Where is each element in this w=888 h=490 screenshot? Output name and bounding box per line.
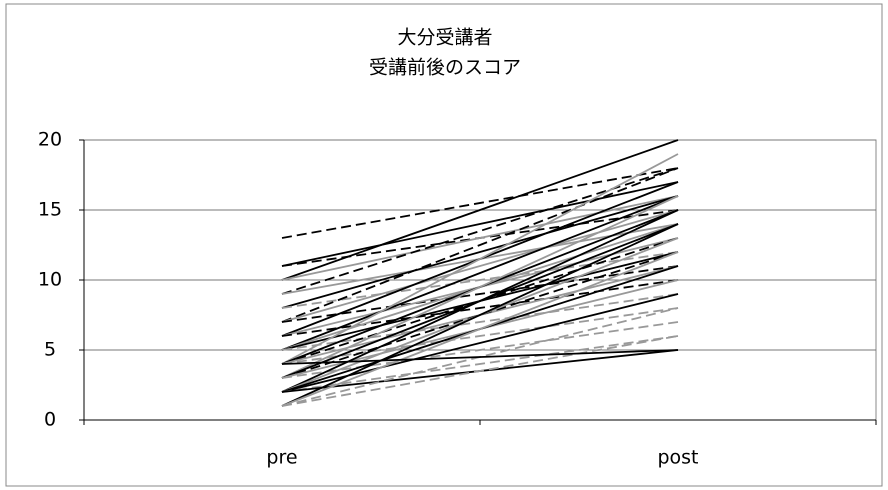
series-line — [281, 349, 679, 365]
series-line — [281, 335, 679, 393]
y-tick-label: 0 — [44, 409, 56, 431]
series-line — [281, 139, 679, 281]
series-line — [281, 335, 679, 407]
series-line — [281, 237, 679, 365]
series-line — [281, 307, 679, 365]
series-line — [281, 251, 679, 309]
chart-title: 受講前後のスコア — [369, 57, 521, 79]
series-line — [281, 251, 679, 379]
series-line — [281, 279, 679, 337]
y-tick-label: 5 — [44, 339, 56, 361]
x-tick-label: post — [657, 447, 698, 469]
series-line — [281, 153, 679, 365]
series-line — [281, 251, 679, 407]
series-line — [281, 195, 679, 351]
series-line — [281, 167, 679, 239]
series-line — [281, 265, 679, 323]
series-line — [281, 195, 679, 281]
series-line — [281, 195, 679, 379]
series-line — [281, 167, 679, 323]
y-tick-label: 20 — [38, 129, 62, 151]
series-line — [281, 209, 679, 323]
series-line — [281, 293, 679, 351]
series-line — [281, 181, 679, 267]
series-line — [281, 223, 679, 407]
series-line — [281, 195, 679, 309]
chart-title: 大分受講者 — [397, 27, 492, 49]
y-tick-label: 15 — [38, 199, 62, 221]
y-tick-label: 10 — [38, 269, 62, 291]
series-line — [281, 321, 679, 379]
x-tick-label: pre — [266, 447, 297, 469]
